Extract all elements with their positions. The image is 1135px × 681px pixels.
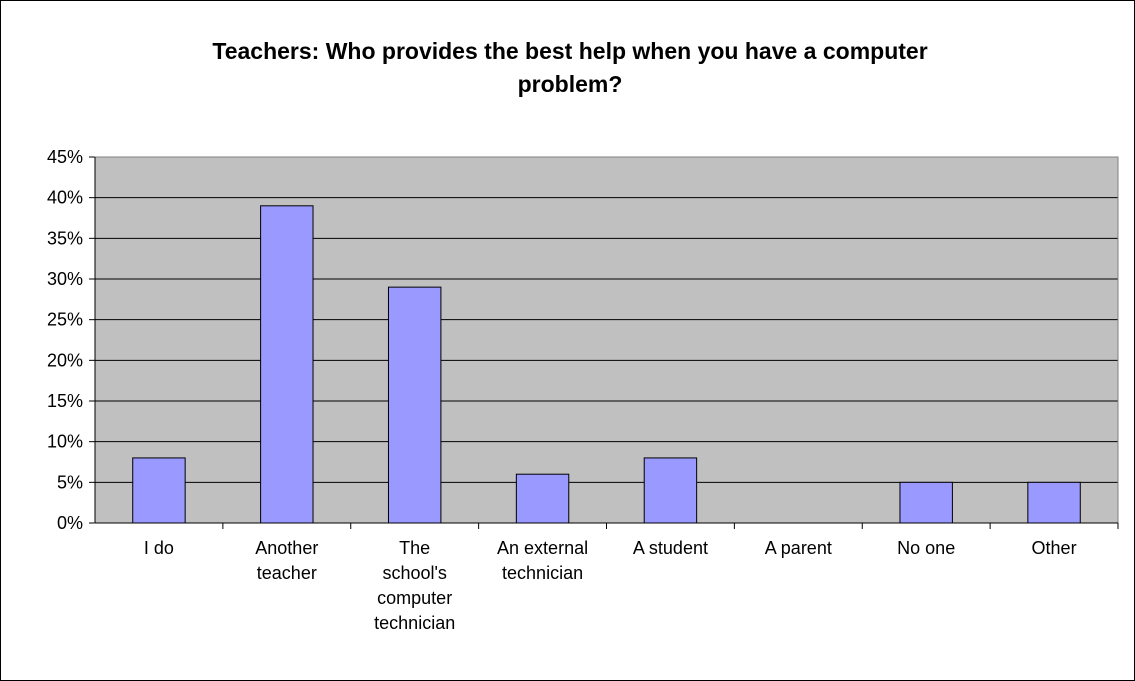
x-category-label: No one <box>897 538 955 558</box>
x-category-label: The school's computer technician <box>374 538 455 633</box>
bar <box>515 473 570 524</box>
y-tick-label: 30% <box>47 269 83 289</box>
chart-title: Teachers: Who provides the best help whe… <box>212 38 928 97</box>
bar <box>899 481 953 524</box>
x-category-label-line: Other <box>1032 538 1077 558</box>
y-tick-label: 0% <box>57 513 83 533</box>
x-category-label-line: Another <box>255 538 318 558</box>
y-tick-label: 15% <box>47 391 83 411</box>
x-axis-category-labels: I do Another teacher The school's computer tec… <box>144 538 1077 633</box>
bars <box>132 205 1081 524</box>
x-category-label-line: No one <box>897 538 955 558</box>
x-category-label-line: A parent <box>765 538 832 558</box>
x-category-label: I do <box>144 538 174 558</box>
x-category-label: A parent <box>765 538 832 558</box>
x-category-label-line: The <box>399 538 430 558</box>
bar <box>1027 481 1081 524</box>
x-category-label-line: A student <box>633 538 708 558</box>
y-tick-label: 5% <box>57 472 83 492</box>
x-category-label-line: technician <box>502 563 583 583</box>
x-category-label-line: teacher <box>257 563 317 583</box>
y-tick-label: 20% <box>47 350 83 370</box>
x-category-label-line: technician <box>374 613 455 633</box>
y-axis-tick-labels: 0% 5% 10% 15% 20% 25% 30% 35% 40% 45% <box>47 147 83 533</box>
x-category-label: A student <box>633 538 708 558</box>
x-category-label: Another teacher <box>255 538 318 583</box>
x-category-label-line: An external <box>497 538 588 558</box>
bar <box>132 457 186 524</box>
x-category-label-line: school's <box>382 563 446 583</box>
x-category-label-line: computer <box>377 588 452 608</box>
x-category-label: An external technician <box>497 538 588 583</box>
y-tick-label: 40% <box>47 188 83 208</box>
bar <box>643 457 698 524</box>
plot-area <box>95 157 1118 523</box>
x-category-label: Other <box>1032 538 1077 558</box>
axes <box>89 156 1119 529</box>
bar <box>260 205 314 524</box>
y-tick-label: 25% <box>47 310 83 330</box>
y-tick-label: 45% <box>47 147 83 167</box>
y-tick-label: 10% <box>47 432 83 452</box>
y-tick-label: 35% <box>47 228 83 248</box>
bar <box>387 286 442 524</box>
x-category-label-line: I do <box>144 538 174 558</box>
